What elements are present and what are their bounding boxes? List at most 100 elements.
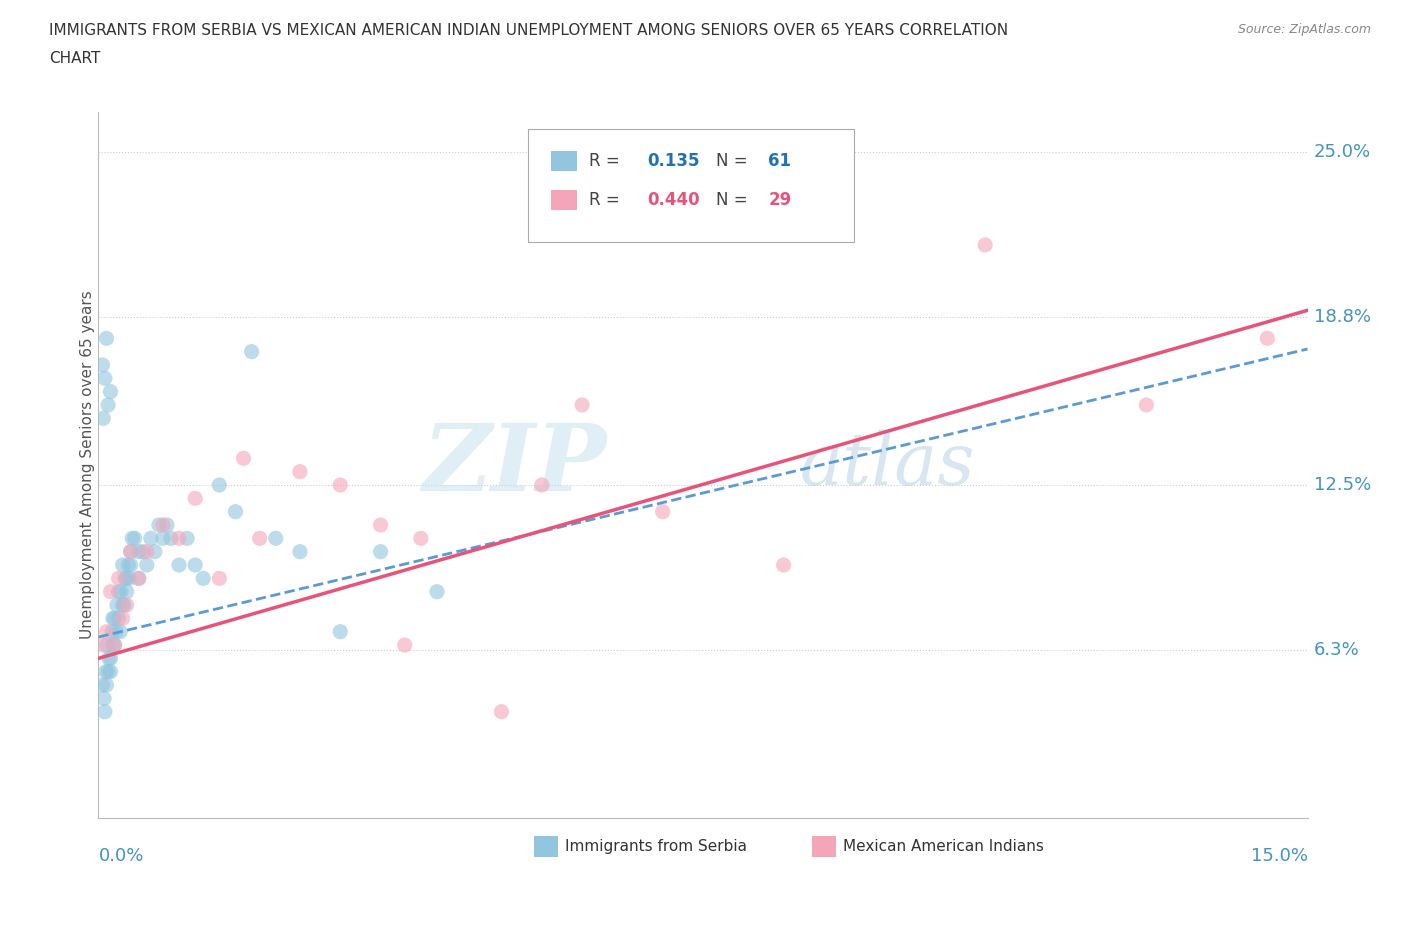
Point	[772, 558, 794, 573]
Point	[152, 518, 174, 533]
Text: R =: R =	[589, 153, 620, 170]
Y-axis label: Unemployment Among Seniors over 65 years: Unemployment Among Seniors over 65 years	[80, 291, 94, 640]
Point	[128, 571, 150, 586]
Point	[135, 544, 157, 559]
Text: N =: N =	[716, 191, 748, 209]
Point	[240, 344, 263, 359]
Point	[128, 571, 150, 586]
Point	[120, 558, 142, 573]
Text: 15.0%: 15.0%	[1250, 846, 1308, 865]
Point	[132, 544, 155, 559]
Text: N =: N =	[716, 153, 748, 170]
Text: IMMIGRANTS FROM SERBIA VS MEXICAN AMERICAN INDIAN UNEMPLOYMENT AMONG SENIORS OVE: IMMIGRANTS FROM SERBIA VS MEXICAN AMERIC…	[49, 23, 1008, 38]
Text: ZIP: ZIP	[422, 420, 606, 510]
Point	[111, 611, 134, 626]
Point	[97, 397, 120, 412]
Point	[394, 638, 416, 653]
Point	[91, 678, 114, 693]
Point	[571, 397, 593, 412]
Text: 6.3%: 6.3%	[1313, 642, 1360, 659]
Point	[108, 624, 131, 639]
Point	[94, 704, 117, 719]
Text: 61: 61	[768, 153, 792, 170]
Point	[264, 531, 287, 546]
Text: Immigrants from Serbia: Immigrants from Serbia	[565, 839, 747, 854]
Point	[370, 544, 392, 559]
Bar	[551, 152, 578, 171]
Point	[107, 584, 129, 599]
Point	[103, 611, 125, 626]
Point	[193, 571, 215, 586]
Point	[114, 571, 136, 586]
Point	[118, 571, 141, 586]
Text: 0.440: 0.440	[647, 191, 700, 209]
Text: 0.135: 0.135	[647, 153, 700, 170]
Point	[135, 558, 157, 573]
Point	[91, 357, 114, 372]
Point	[491, 704, 513, 719]
Point	[120, 544, 142, 559]
Text: 29: 29	[768, 191, 792, 209]
Point	[94, 664, 117, 679]
Point	[112, 598, 135, 613]
Point	[107, 611, 129, 626]
Point	[143, 544, 166, 559]
Point	[167, 558, 190, 573]
Point	[329, 624, 352, 639]
Point	[101, 611, 124, 626]
Point	[94, 371, 117, 386]
Point	[97, 651, 120, 666]
Text: atlas: atlas	[800, 430, 976, 500]
Point	[115, 598, 138, 613]
Point	[115, 584, 138, 599]
Point	[288, 544, 311, 559]
Point	[409, 531, 432, 546]
Point	[96, 638, 118, 653]
Bar	[534, 836, 558, 857]
Point	[91, 411, 114, 426]
Point	[96, 331, 118, 346]
Point	[91, 638, 114, 653]
Point	[103, 638, 125, 653]
Point	[117, 558, 139, 573]
Point	[160, 531, 183, 546]
Point	[184, 558, 207, 573]
Point	[426, 584, 449, 599]
Point	[105, 624, 128, 639]
Point	[97, 664, 120, 679]
Point	[103, 638, 125, 653]
Point	[111, 558, 134, 573]
Point	[974, 237, 997, 252]
Text: 25.0%: 25.0%	[1313, 142, 1371, 161]
Point	[111, 598, 134, 613]
Point	[288, 464, 311, 479]
Point	[1135, 397, 1157, 412]
Point	[121, 531, 143, 546]
Point	[148, 518, 170, 533]
Point	[100, 584, 122, 599]
Point	[100, 651, 122, 666]
Bar	[811, 836, 837, 857]
Point	[100, 664, 122, 679]
Point	[96, 678, 118, 693]
Point	[101, 624, 124, 639]
Text: R =: R =	[589, 191, 620, 209]
Point	[1256, 331, 1278, 346]
Point	[120, 544, 142, 559]
Point	[651, 504, 673, 519]
Point	[208, 571, 231, 586]
Text: CHART: CHART	[49, 51, 101, 66]
Point	[96, 624, 118, 639]
Point	[530, 478, 553, 493]
Point	[156, 518, 179, 533]
Point	[110, 584, 132, 599]
Point	[124, 531, 146, 546]
Point	[100, 384, 122, 399]
Point	[93, 691, 115, 706]
Point	[167, 531, 190, 546]
Point	[152, 531, 174, 546]
Point	[107, 571, 129, 586]
FancyBboxPatch shape	[527, 129, 855, 243]
Point	[249, 531, 271, 546]
Text: Mexican American Indians: Mexican American Indians	[844, 839, 1045, 854]
